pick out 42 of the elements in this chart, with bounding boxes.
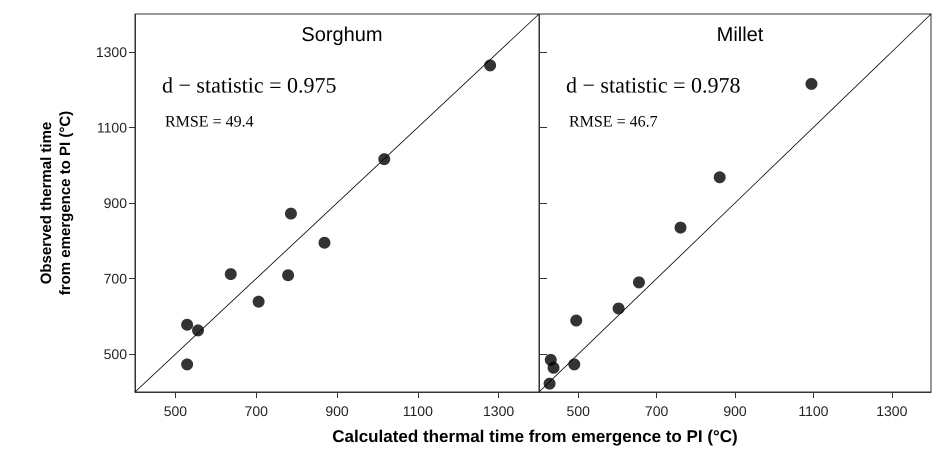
y-tick-label: 1300 xyxy=(96,44,128,60)
x-tick-label: 900 xyxy=(325,403,349,419)
point xyxy=(570,314,582,327)
y-axis-title: Observed thermal time from emergence to PI (°C) xyxy=(38,110,74,296)
x-tick-label: 1300 xyxy=(876,403,908,419)
point xyxy=(674,222,687,234)
x-axis-title: Calculated thermal time from emergence to PI (°C) xyxy=(331,427,739,447)
x-tick-label: 700 xyxy=(644,403,668,419)
y-tick-label: 1100 xyxy=(96,119,128,136)
x-tick-label: 1100 xyxy=(402,403,434,419)
annotation: d − statistic = 0.978 xyxy=(566,72,741,98)
x-tick-label: 500 xyxy=(164,403,188,419)
point xyxy=(484,59,496,72)
point xyxy=(568,358,580,370)
point xyxy=(252,296,265,308)
annotation: d − statistic = 0.975 xyxy=(162,72,337,98)
y-tick-label: 900 xyxy=(104,195,128,211)
point xyxy=(181,358,194,370)
point xyxy=(805,78,818,90)
x-tick-label: 1300 xyxy=(483,403,514,419)
annotation: RMSE = 46.7 xyxy=(569,114,658,130)
text: Sorghum xyxy=(301,24,383,46)
point xyxy=(284,208,297,220)
point xyxy=(318,236,330,249)
point xyxy=(714,171,726,184)
annotation: RMSE = 49.4 xyxy=(165,114,254,130)
point xyxy=(544,378,556,390)
x-tick-label: 900 xyxy=(723,403,747,419)
y-tick-label: 700 xyxy=(104,270,128,287)
point xyxy=(282,269,294,282)
point xyxy=(632,276,645,288)
x-tick-label: 700 xyxy=(244,403,268,419)
point xyxy=(612,302,625,314)
point xyxy=(548,362,560,374)
point xyxy=(224,268,237,280)
x-tick-label: 500 xyxy=(566,403,590,419)
text: Millet xyxy=(716,24,764,46)
point xyxy=(378,153,390,166)
x-tick-label: 1100 xyxy=(798,403,829,419)
y-tick-label: 500 xyxy=(104,346,128,362)
point xyxy=(181,318,194,331)
point xyxy=(192,324,204,336)
